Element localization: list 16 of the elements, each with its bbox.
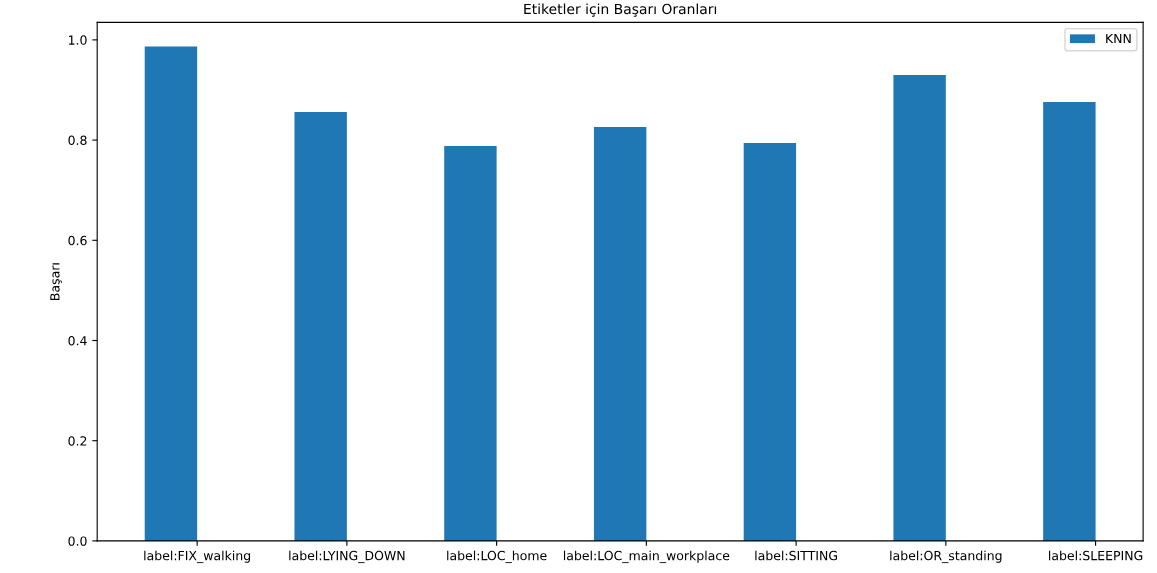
legend-label: KNN — [1106, 33, 1131, 44]
y-tick-label: 0.4 — [68, 335, 87, 346]
y-tick-label: 0.2 — [68, 436, 87, 446]
x-tick-label: label:LOC_home — [447, 550, 547, 564]
y-tick-label: 0.6 — [68, 235, 87, 246]
x-tick-label: label:LOC_main_workplace — [563, 550, 730, 564]
chart-title: Etiketler için Başarı Oranları — [524, 3, 717, 17]
y-axis-title: Başarı — [50, 263, 62, 300]
x-tick-label: label:SITTING — [755, 550, 837, 561]
x-tick-label: label:SLEEPING — [1049, 550, 1143, 561]
x-tick-label: label:LYING_DOWN — [289, 550, 405, 564]
y-tick-label: 1.0 — [68, 35, 87, 45]
x-tick-label: label:OR_standing — [890, 550, 1002, 564]
y-tick-label: 0.0 — [68, 536, 87, 546]
x-tick-label: label:FIX_walking — [144, 550, 251, 564]
y-tick-label: 0.8 — [68, 135, 87, 146]
